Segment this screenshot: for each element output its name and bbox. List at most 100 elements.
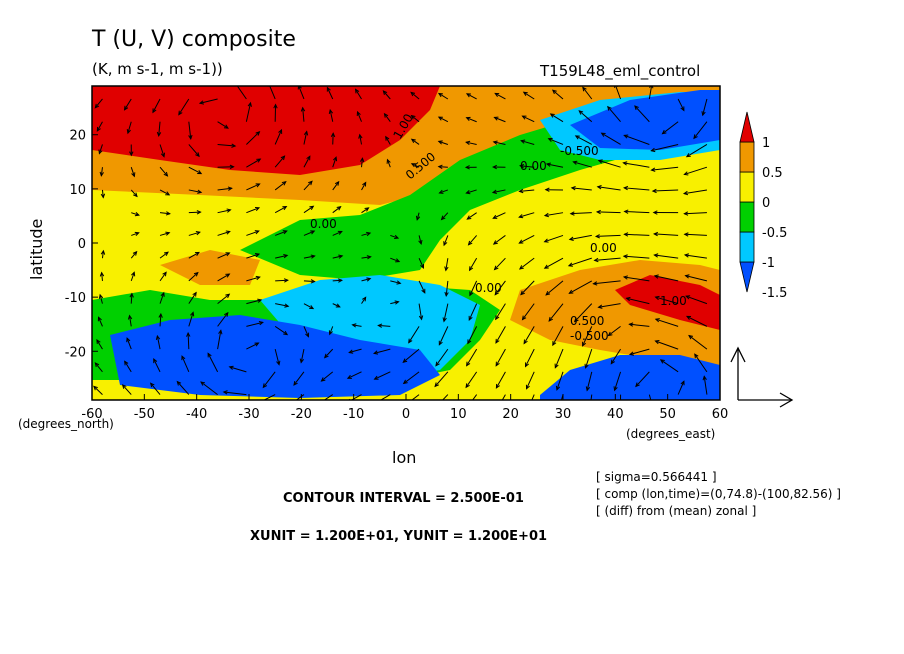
wind-arrow [302, 107, 305, 122]
wind-arrow [361, 297, 367, 304]
wind-arrow-head [158, 312, 163, 318]
field-region-very-cold-northeast [570, 90, 720, 150]
wind-arrow [357, 111, 362, 122]
wind-arrow-head [134, 212, 140, 217]
wind-arrow [207, 353, 219, 373]
wind-arrow [654, 254, 679, 259]
wind-arrow-head [661, 129, 667, 135]
wind-arrow [548, 303, 564, 322]
colorbar-swatch [739, 171, 755, 203]
wind-arrow [626, 297, 650, 305]
wind-arrow-head [289, 402, 293, 406]
wind-arrow [593, 280, 621, 285]
wind-arrow-head [152, 108, 157, 114]
wind-arrow-head [519, 163, 525, 169]
colorbar-label: 1 [762, 136, 770, 151]
vector-units: XUNIT = 1.200E+01, YUNIT = 1.200E+01 [250, 529, 547, 544]
wind-arrow [321, 371, 334, 382]
wind-arrow-head [335, 303, 341, 308]
wind-arrow [520, 165, 535, 168]
wind-arrow [379, 394, 391, 400]
y-tick-label: 0 [78, 237, 86, 252]
wind-arrow-head [545, 291, 551, 296]
wind-arrow [303, 326, 309, 337]
wind-arrow-head [196, 210, 202, 215]
wind-arrow-head [628, 351, 635, 356]
wind-arrow [545, 280, 564, 296]
wind-arrow [217, 143, 236, 147]
wind-arrow-head [495, 383, 500, 389]
wind-arrow [131, 232, 139, 236]
wind-arrow-head [354, 88, 360, 94]
wind-arrow-head [465, 116, 471, 121]
note-diff: [ (diff) from (mean) zonal ] [596, 504, 756, 518]
wind-arrow [332, 255, 343, 259]
wind-arrow-head [567, 262, 573, 267]
wind-arrow-head [543, 264, 549, 269]
wind-arrow [217, 231, 230, 236]
wind-arrow [126, 337, 132, 350]
wind-arrow [159, 313, 162, 327]
wind-arrow [274, 348, 280, 365]
wind-arrow-head [495, 315, 500, 321]
wind-arrow-head [680, 106, 685, 112]
wind-arrow [188, 189, 202, 193]
wind-arrow-head [625, 296, 631, 302]
wind-arrow-head [437, 140, 443, 145]
wind-arrow-head [520, 290, 525, 296]
wind-arrow [688, 335, 708, 350]
wind-arrow [303, 156, 311, 168]
wind-arrow [439, 189, 449, 194]
wind-arrow [275, 303, 289, 307]
wind-arrow-head [410, 138, 416, 144]
wind-arrow [416, 212, 420, 220]
wind-arrow-head [518, 188, 524, 194]
wind-arrow [607, 106, 621, 123]
wind-arrow-head [684, 274, 690, 279]
wind-arrow-head [123, 105, 129, 111]
wind-arrow [159, 144, 165, 157]
wind-arrow [694, 353, 708, 373]
wind-arrow-head [198, 100, 205, 105]
plot-area [92, 86, 720, 408]
wind-arrow [519, 234, 535, 244]
wind-arrow-head [188, 134, 193, 140]
wind-arrow [188, 272, 199, 282]
wind-arrow [552, 326, 564, 346]
wind-arrow-head [653, 274, 659, 279]
wind-arrow [274, 129, 282, 145]
wind-arrow [350, 394, 362, 400]
x-tick-label: -60 [81, 407, 102, 422]
wind-arrow [386, 159, 391, 168]
wind-arrow-head [297, 86, 302, 90]
wind-arrow-head [437, 116, 443, 121]
wind-arrow-head [228, 365, 234, 370]
wind-arrow [442, 394, 449, 400]
wind-arrow [402, 348, 420, 363]
wind-arrow-head [582, 341, 587, 347]
wind-arrow-head [523, 339, 528, 345]
wind-arrow-head [346, 374, 352, 379]
wind-arrow-head [358, 133, 363, 139]
wind-arrow [332, 157, 337, 168]
wind-arrow-head [652, 231, 659, 237]
wind-arrow-head [493, 265, 499, 271]
wind-arrow [438, 93, 449, 100]
wind-arrow-head [435, 404, 439, 408]
wind-arrow [598, 160, 621, 168]
x-tick-label: 0 [402, 407, 410, 422]
wind-arrow [300, 349, 305, 363]
wind-arrow-head [622, 254, 628, 259]
wind-arrow [608, 325, 621, 336]
wind-arrow-head [126, 337, 131, 343]
field-region-hot-north [92, 86, 440, 175]
wind-arrow [262, 371, 276, 388]
wind-arrow-head [99, 271, 105, 277]
wind-arrow [438, 326, 449, 345]
wind-arrow [573, 161, 592, 168]
x-tick-label: -50 [134, 407, 155, 422]
wind-arrow [217, 312, 229, 327]
wind-arrow [597, 186, 621, 191]
colorbar-label: -1.5 [762, 286, 787, 301]
wind-arrow [131, 212, 140, 216]
